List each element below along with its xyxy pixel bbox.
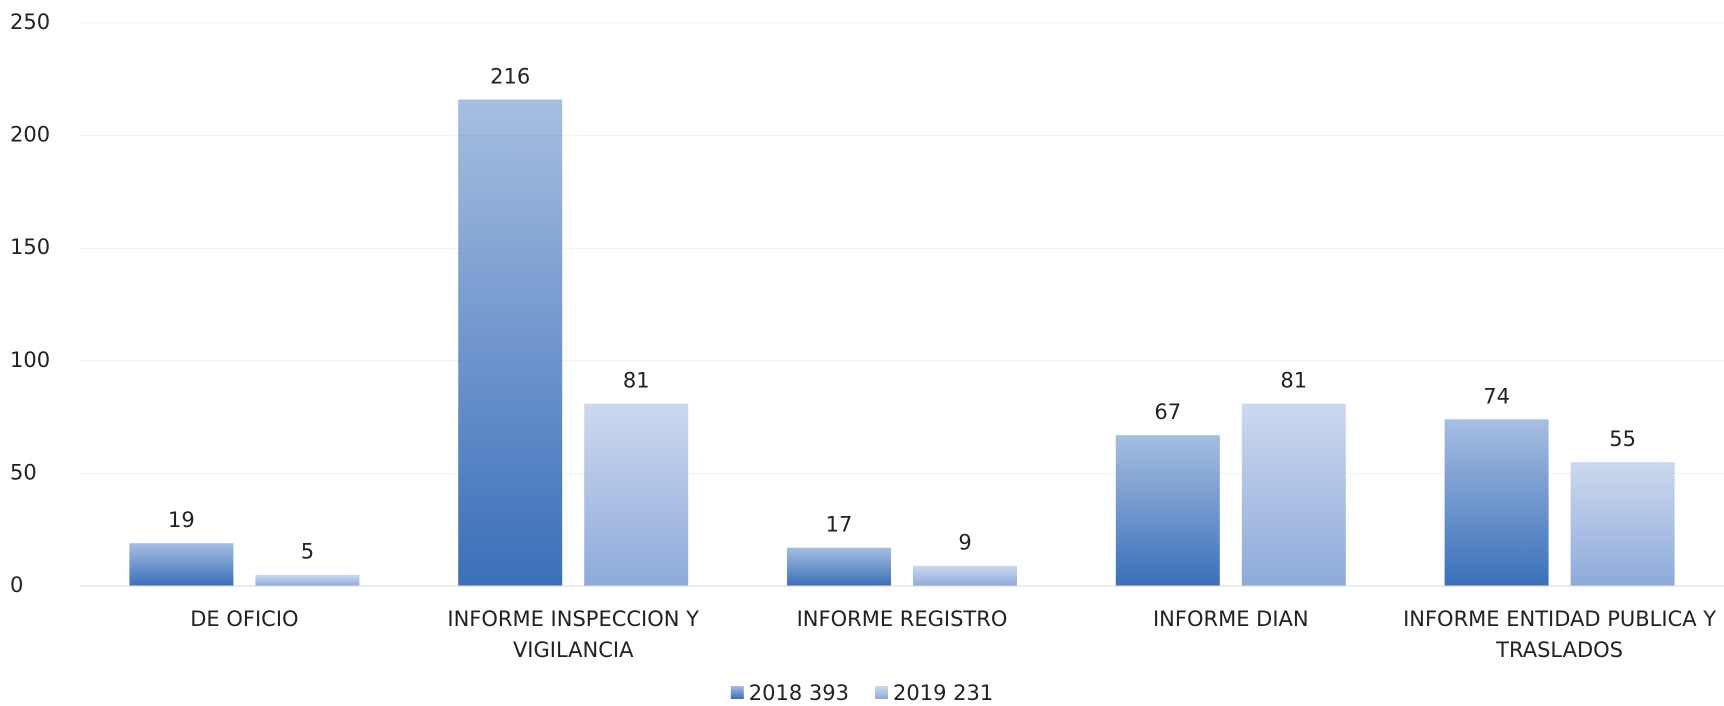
legend-swatch <box>730 686 744 699</box>
legend-swatch <box>875 686 888 699</box>
data-label: 216 <box>490 65 530 89</box>
data-label: 81 <box>623 369 650 393</box>
data-label: 5 <box>301 540 314 564</box>
data-label: 55 <box>1609 427 1636 451</box>
bar <box>787 547 891 586</box>
bar <box>1444 419 1549 586</box>
data-label: 81 <box>1280 369 1307 393</box>
x-tick-label: INFORME INSPECCION Y VIGILANCIA <box>447 607 699 662</box>
y-tick-label: 250 <box>10 10 50 34</box>
x-tick-label: INFORME DIAN <box>1153 607 1309 631</box>
y-tick-label: 100 <box>10 348 50 372</box>
legend-label: 2018 393 <box>749 681 849 705</box>
bar <box>255 574 360 586</box>
data-label: 17 <box>826 513 853 537</box>
y-tick-label: 200 <box>10 123 50 147</box>
data-label: 19 <box>168 508 195 532</box>
bar <box>584 403 689 586</box>
bar <box>1115 435 1220 586</box>
data-label: 67 <box>1154 400 1181 424</box>
bar <box>1570 462 1675 586</box>
y-tick-label: 50 <box>10 460 37 484</box>
y-tick-label: 150 <box>10 235 50 259</box>
bar <box>458 99 563 587</box>
data-label: 74 <box>1483 384 1510 408</box>
legend: 2018 393 2019 231 <box>730 681 993 705</box>
legend-label: 2019 231 <box>893 681 993 705</box>
y-tick-label: 0 <box>10 573 23 597</box>
bar <box>1241 403 1346 586</box>
data-label: 9 <box>958 531 971 555</box>
x-tick-label: INFORME ENTIDAD PUBLICA Y TRASLADOS <box>1403 607 1716 662</box>
bar <box>129 543 234 586</box>
x-tick-label: INFORME REGISTRO <box>797 607 1008 631</box>
x-tick-label: DE OFICIO <box>190 607 298 631</box>
bar <box>913 565 1017 586</box>
